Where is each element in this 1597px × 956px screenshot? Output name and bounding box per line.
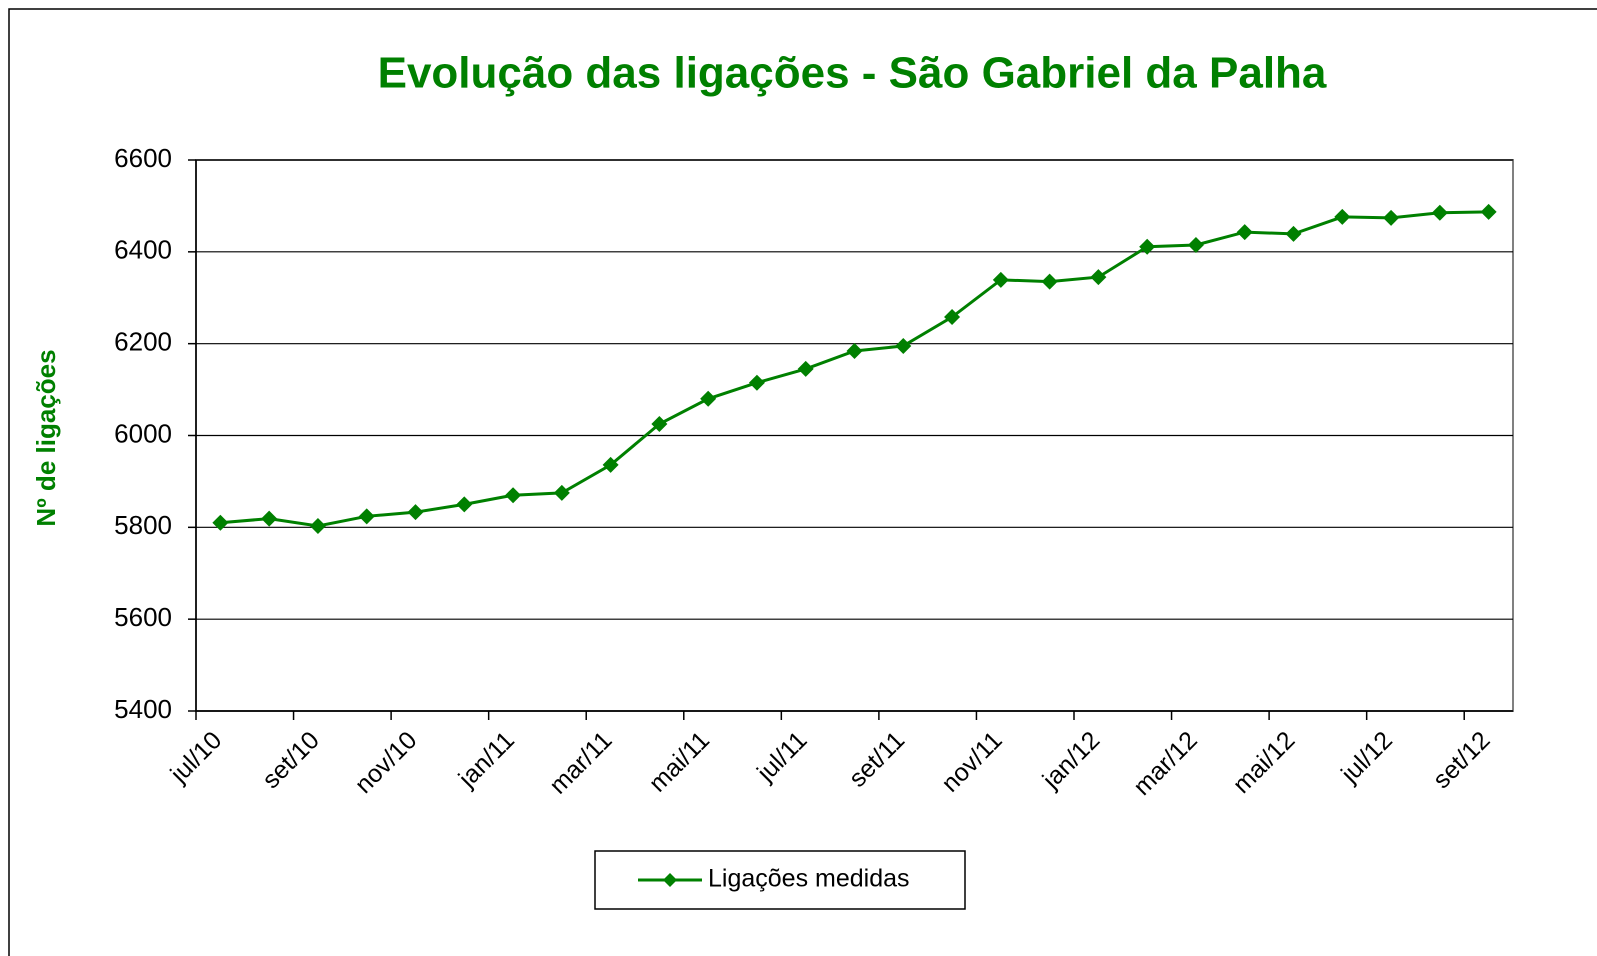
data-point — [651, 416, 668, 433]
data-point — [553, 484, 570, 501]
y-tick-label: 5600 — [114, 602, 172, 632]
data-point — [1334, 208, 1351, 225]
data-point — [1139, 238, 1156, 255]
data-point — [992, 271, 1009, 288]
data-point — [748, 374, 765, 391]
y-tick-label: 6400 — [114, 235, 172, 265]
data-point — [358, 508, 375, 525]
data-point — [309, 517, 326, 534]
data-point — [1383, 209, 1400, 226]
data-point — [456, 496, 473, 513]
data-point — [261, 510, 278, 527]
data-point — [895, 337, 912, 354]
data-point — [1187, 236, 1204, 253]
y-tick-label: 6200 — [114, 327, 172, 357]
data-point — [505, 487, 522, 504]
data-point — [1431, 204, 1448, 221]
data-point — [407, 504, 424, 521]
y-tick-label: 6600 — [114, 143, 172, 173]
chart-title: Evolução das ligações - São Gabriel da P… — [378, 49, 1327, 98]
data-point — [1480, 203, 1497, 220]
data-point — [602, 456, 619, 473]
data-point — [1041, 273, 1058, 290]
data-point — [944, 309, 961, 326]
legend-marker — [663, 873, 677, 887]
y-tick-label: 5400 — [114, 694, 172, 724]
data-point — [797, 360, 814, 377]
data-point — [1236, 224, 1253, 241]
legend-label: Ligações medidas — [708, 865, 910, 893]
data-point — [846, 343, 863, 360]
data-point — [700, 390, 717, 407]
y-axis-label: Nº de ligações — [31, 349, 61, 526]
data-point — [212, 514, 229, 531]
data-point — [1285, 225, 1302, 242]
y-tick-label: 5800 — [114, 510, 172, 540]
data-point — [1090, 269, 1107, 286]
y-tick-label: 6000 — [114, 418, 172, 448]
